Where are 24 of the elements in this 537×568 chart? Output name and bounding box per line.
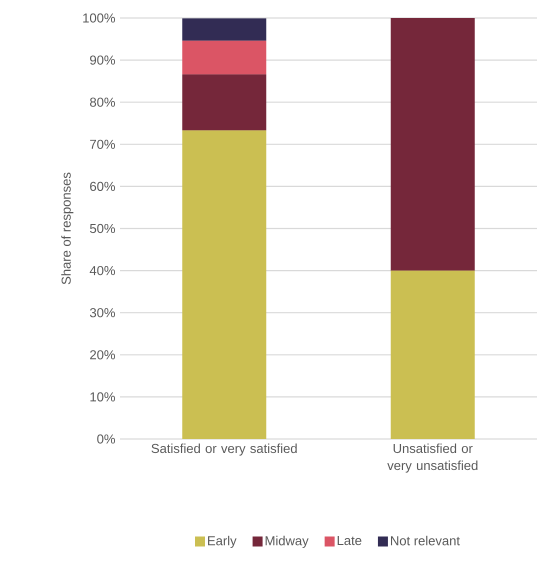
y-tick-label: 30% [90,308,115,318]
bar [182,74,266,130]
y-tick-label: 10% [90,392,115,402]
x-tick-label: Satisfied or very satisfied [152,444,297,456]
legend-label: Not relevant [390,536,460,546]
y-axis-title: Share of responses [61,172,74,284]
bar [182,40,266,74]
legend-label: Midway [266,536,309,548]
bar [390,270,475,439]
y-tick-label: 40% [90,266,115,276]
y-tick-label: 90% [90,55,115,65]
y-tick-label: 50% [90,224,115,234]
y-tick-label: 20% [90,350,115,360]
bar [182,18,266,41]
x-tick-label: Unsatisfied or very unsatisfied [387,444,478,473]
bar [390,18,475,271]
y-tick-label: 60% [90,182,115,191]
legend-label: Early [208,536,237,548]
y-tick-label: 80% [90,98,115,107]
y-tick-label: 100% [83,13,115,23]
legend-label: Late [338,536,362,546]
bar [182,130,266,439]
y-tick-label: 70% [90,140,115,149]
y-tick-label: 0% [97,434,115,444]
